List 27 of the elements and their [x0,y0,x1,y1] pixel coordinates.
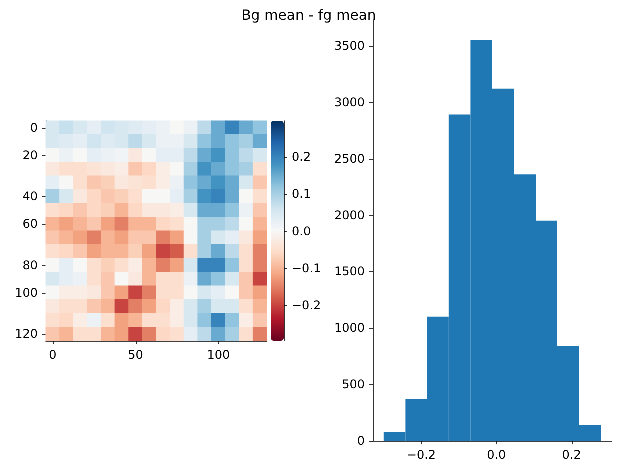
x-tick-label: 0.0 [487,448,506,462]
color-bar-label: −0.1 [292,262,322,276]
y-tick-label: 40 [22,190,38,204]
y-tick-label: 1500 [334,264,365,279]
x-tick-label: 100 [207,348,230,362]
y-tick-label: 80 [22,258,38,272]
y-tick-label: 1000 [334,321,365,336]
y-tick-label: 0 [357,434,365,448]
y-tick-label: 500 [342,378,365,392]
text: Bg mean - fg mean [240,8,378,24]
y-tick-label: 3000 [334,95,365,110]
x-tick-label: −0.2 [406,448,436,462]
color-bar-label: 0.1 [292,187,312,202]
y-tick-label: 100 [15,286,38,300]
y-tick-label: 2000 [334,208,365,222]
x-tick-label: 0 [49,348,57,362]
y-tick-label: 120 [15,327,38,342]
x-tick-label: 50 [128,348,144,362]
color-bar-label: 0.0 [292,224,312,238]
x-tick-label: 0.2 [562,448,582,462]
color-bar-label: −0.2 [292,298,322,313]
y-tick-label: 20 [22,148,38,162]
y-tick-label: 2500 [334,152,365,166]
y-tick-label: 0 [30,120,38,135]
y-tick-label: 3500 [334,38,365,53]
y-tick-label: 60 [22,217,38,232]
color-bar-label: 0.2 [292,150,312,164]
